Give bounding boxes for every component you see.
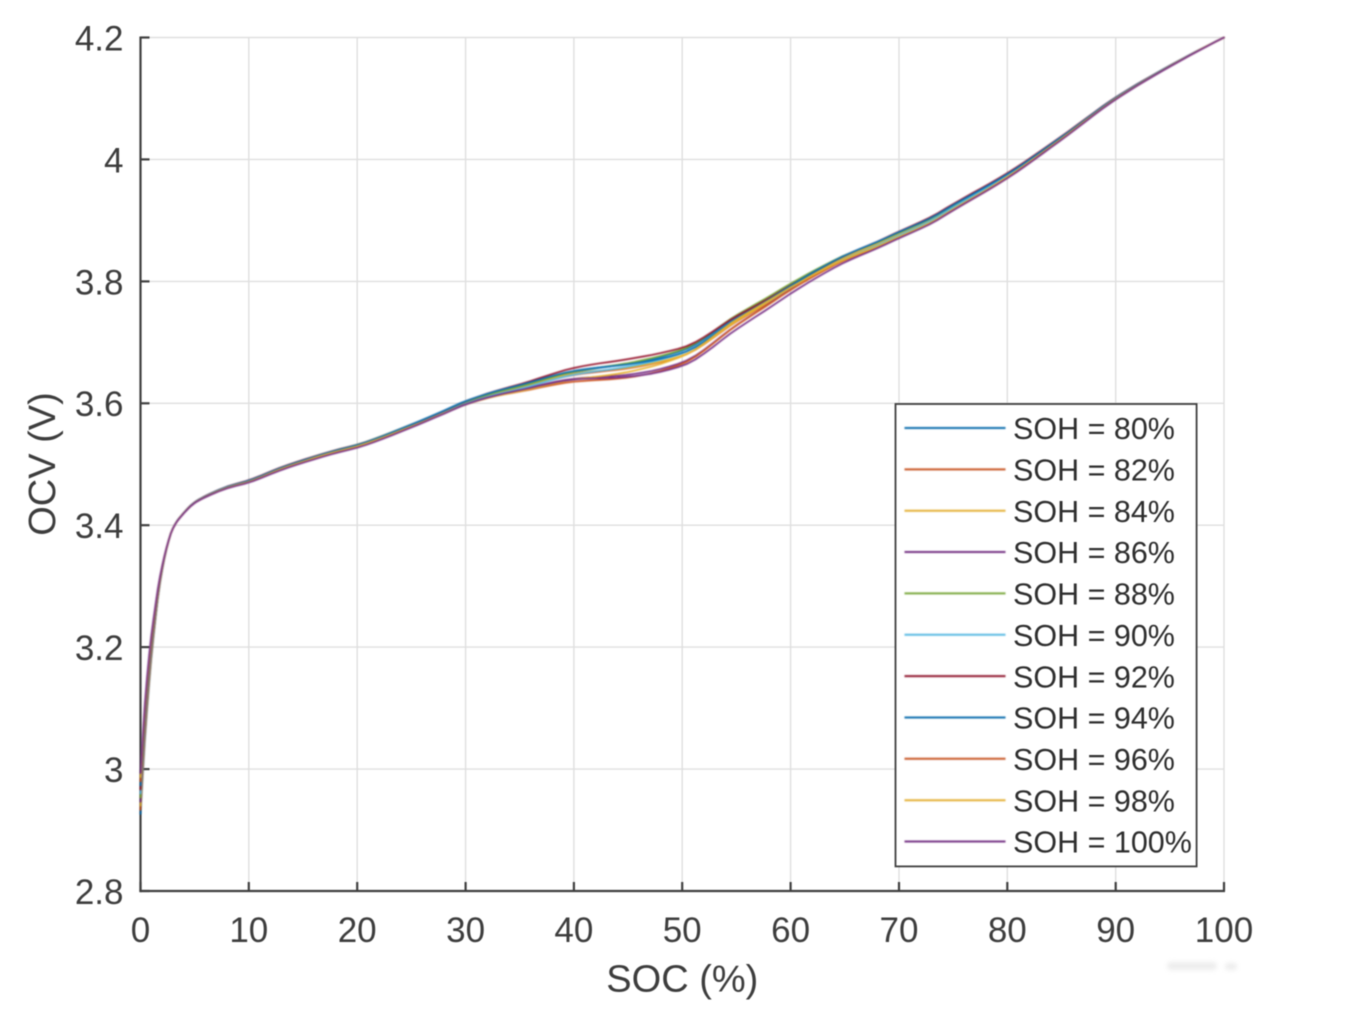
svg-text:3: 3 — [104, 751, 123, 790]
svg-text:30: 30 — [446, 911, 485, 950]
svg-text:SOH = 86%: SOH = 86% — [1013, 536, 1175, 570]
svg-text:70: 70 — [880, 911, 919, 950]
svg-text:SOH = 96%: SOH = 96% — [1013, 743, 1175, 777]
svg-text:SOH = 92%: SOH = 92% — [1013, 660, 1175, 694]
svg-text:3.4: 3.4 — [75, 507, 124, 546]
svg-text:SOC (%): SOC (%) — [606, 959, 758, 1001]
svg-text:2.8: 2.8 — [75, 873, 124, 912]
svg-text:SOH = 98%: SOH = 98% — [1013, 784, 1175, 818]
svg-text:100: 100 — [1195, 911, 1253, 950]
svg-text:3.8: 3.8 — [75, 263, 124, 302]
svg-text:SOH = 82%: SOH = 82% — [1013, 454, 1175, 488]
svg-text:10: 10 — [229, 911, 268, 950]
svg-text:SOH = 94%: SOH = 94% — [1013, 702, 1175, 736]
svg-text:60: 60 — [771, 911, 810, 950]
svg-text:90: 90 — [1096, 911, 1135, 950]
svg-text:3.6: 3.6 — [75, 385, 124, 424]
svg-text:SOH = 80%: SOH = 80% — [1013, 412, 1175, 446]
svg-text:80: 80 — [988, 911, 1027, 950]
svg-text:SOH = 84%: SOH = 84% — [1013, 495, 1175, 529]
svg-text:OCV (V): OCV (V) — [22, 392, 64, 536]
svg-text:SOH = 100%: SOH = 100% — [1013, 826, 1192, 860]
svg-text:50: 50 — [663, 911, 702, 950]
svg-text:3.2: 3.2 — [75, 629, 124, 668]
svg-text:SOH = 90%: SOH = 90% — [1013, 619, 1175, 653]
svg-text:4.2: 4.2 — [75, 19, 124, 58]
svg-text:SOH = 88%: SOH = 88% — [1013, 578, 1175, 612]
svg-text:0: 0 — [131, 911, 150, 950]
svg-text:20: 20 — [338, 911, 377, 950]
svg-text:4: 4 — [104, 141, 123, 180]
svg-text:40: 40 — [554, 911, 593, 950]
